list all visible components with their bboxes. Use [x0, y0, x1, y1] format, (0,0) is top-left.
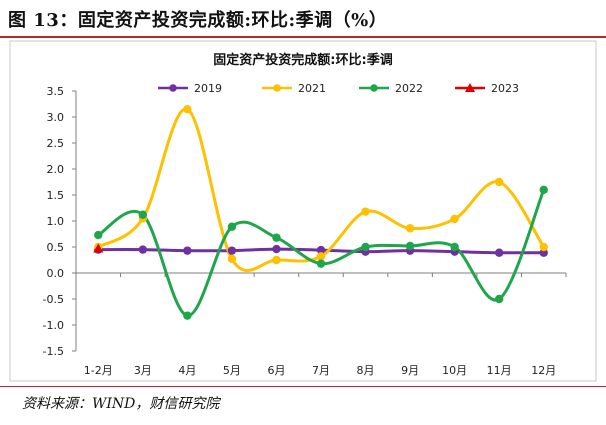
x-tick-label: 8月 [357, 364, 375, 377]
y-tick-label: 1.5 [47, 189, 65, 202]
legend-label-2021: 2021 [298, 82, 326, 95]
top-rule [0, 36, 606, 38]
data-point-2022 [405, 241, 415, 251]
data-point-2021 [316, 252, 326, 261]
legend: 2019 2021 2022 2023 [158, 82, 519, 95]
data-point-2022 [361, 242, 370, 252]
data-point-2022 [183, 311, 192, 320]
data-point-2021 [183, 105, 192, 114]
data-point-2019 [494, 248, 504, 257]
x-tick-label: 6月 [267, 364, 285, 377]
data-point-2019 [272, 244, 281, 254]
data-point-2021 [539, 242, 548, 252]
chart-title: 固定资产投资完成额:环比:季调 [213, 52, 392, 68]
y-tick-label: -1.5 [43, 345, 64, 358]
y-tick-label: -0.5 [43, 293, 64, 306]
x-tick-label: 11月 [487, 364, 512, 377]
data-point-2022 [494, 294, 504, 304]
source-note: 资料来源：WIND，财信研究院 [22, 396, 220, 412]
legend-marker-2023 [465, 83, 475, 92]
data-point-2021 [405, 224, 415, 233]
data-point-2022 [450, 242, 459, 252]
x-tick-label: 12月 [531, 364, 556, 377]
y-tick-label: 0.5 [47, 241, 65, 254]
legend-label-2019: 2019 [194, 82, 222, 95]
y-axis: 3.5 3.0 2.5 2.0 1.5 1.0 0.5 0.0 -0.5 -1.0 -1.5 [43, 85, 77, 358]
series-lines [96, 107, 546, 318]
data-point-2021 [227, 254, 237, 264]
legend-marker-2021 [273, 84, 281, 92]
y-tick-label: 0.0 [47, 267, 65, 280]
data-point-2019 [316, 245, 326, 255]
data-point-2022 [272, 233, 281, 242]
x-tick-label: 10月 [442, 364, 467, 377]
data-point-2023 [93, 243, 104, 253]
x-axis: 1-2月 3月 4月 5月 6月 7月 8月 9月 10月 11月 12月 [75, 272, 567, 377]
x-tick-label: 7月 [312, 364, 330, 377]
x-tick-label: 5月 [223, 364, 241, 377]
data-point-2022 [539, 185, 548, 194]
data-point-2022 [94, 230, 103, 240]
bottom-rule [0, 386, 606, 387]
data-point-2022 [316, 259, 326, 268]
y-tick-label: -1.0 [43, 319, 64, 332]
legend-marker-2022 [370, 84, 378, 92]
data-point-2022 [227, 222, 237, 231]
chart-frame [9, 40, 597, 382]
data-point-2021 [272, 255, 281, 265]
data-point-2022 [138, 210, 148, 219]
series-markers [93, 105, 548, 320]
x-tick-label: 4月 [178, 364, 196, 377]
y-tick-label: 1.0 [47, 215, 65, 228]
y-tick-label: 3.0 [47, 111, 65, 124]
legend-marker-2019 [169, 84, 177, 92]
legend-label-2023: 2023 [491, 82, 519, 95]
data-point-2021 [450, 214, 459, 224]
x-tick-label: 9月 [401, 364, 419, 377]
legend-label-2022: 2022 [395, 82, 423, 95]
data-point-2019 [183, 246, 192, 255]
y-tick-label: 3.5 [47, 85, 65, 98]
figure-title: 图 13：固定资产投资完成额:环比:季调（%） [8, 10, 388, 31]
y-tick-label: 2.0 [47, 163, 65, 176]
data-point-2021 [494, 177, 504, 187]
y-tick-label: 2.5 [47, 137, 65, 150]
x-tick-label: 1-2月 [84, 364, 113, 377]
data-point-2019 [227, 246, 237, 255]
data-point-2019 [138, 245, 148, 254]
data-point-2021 [361, 207, 370, 216]
x-tick-label: 3月 [134, 364, 152, 377]
